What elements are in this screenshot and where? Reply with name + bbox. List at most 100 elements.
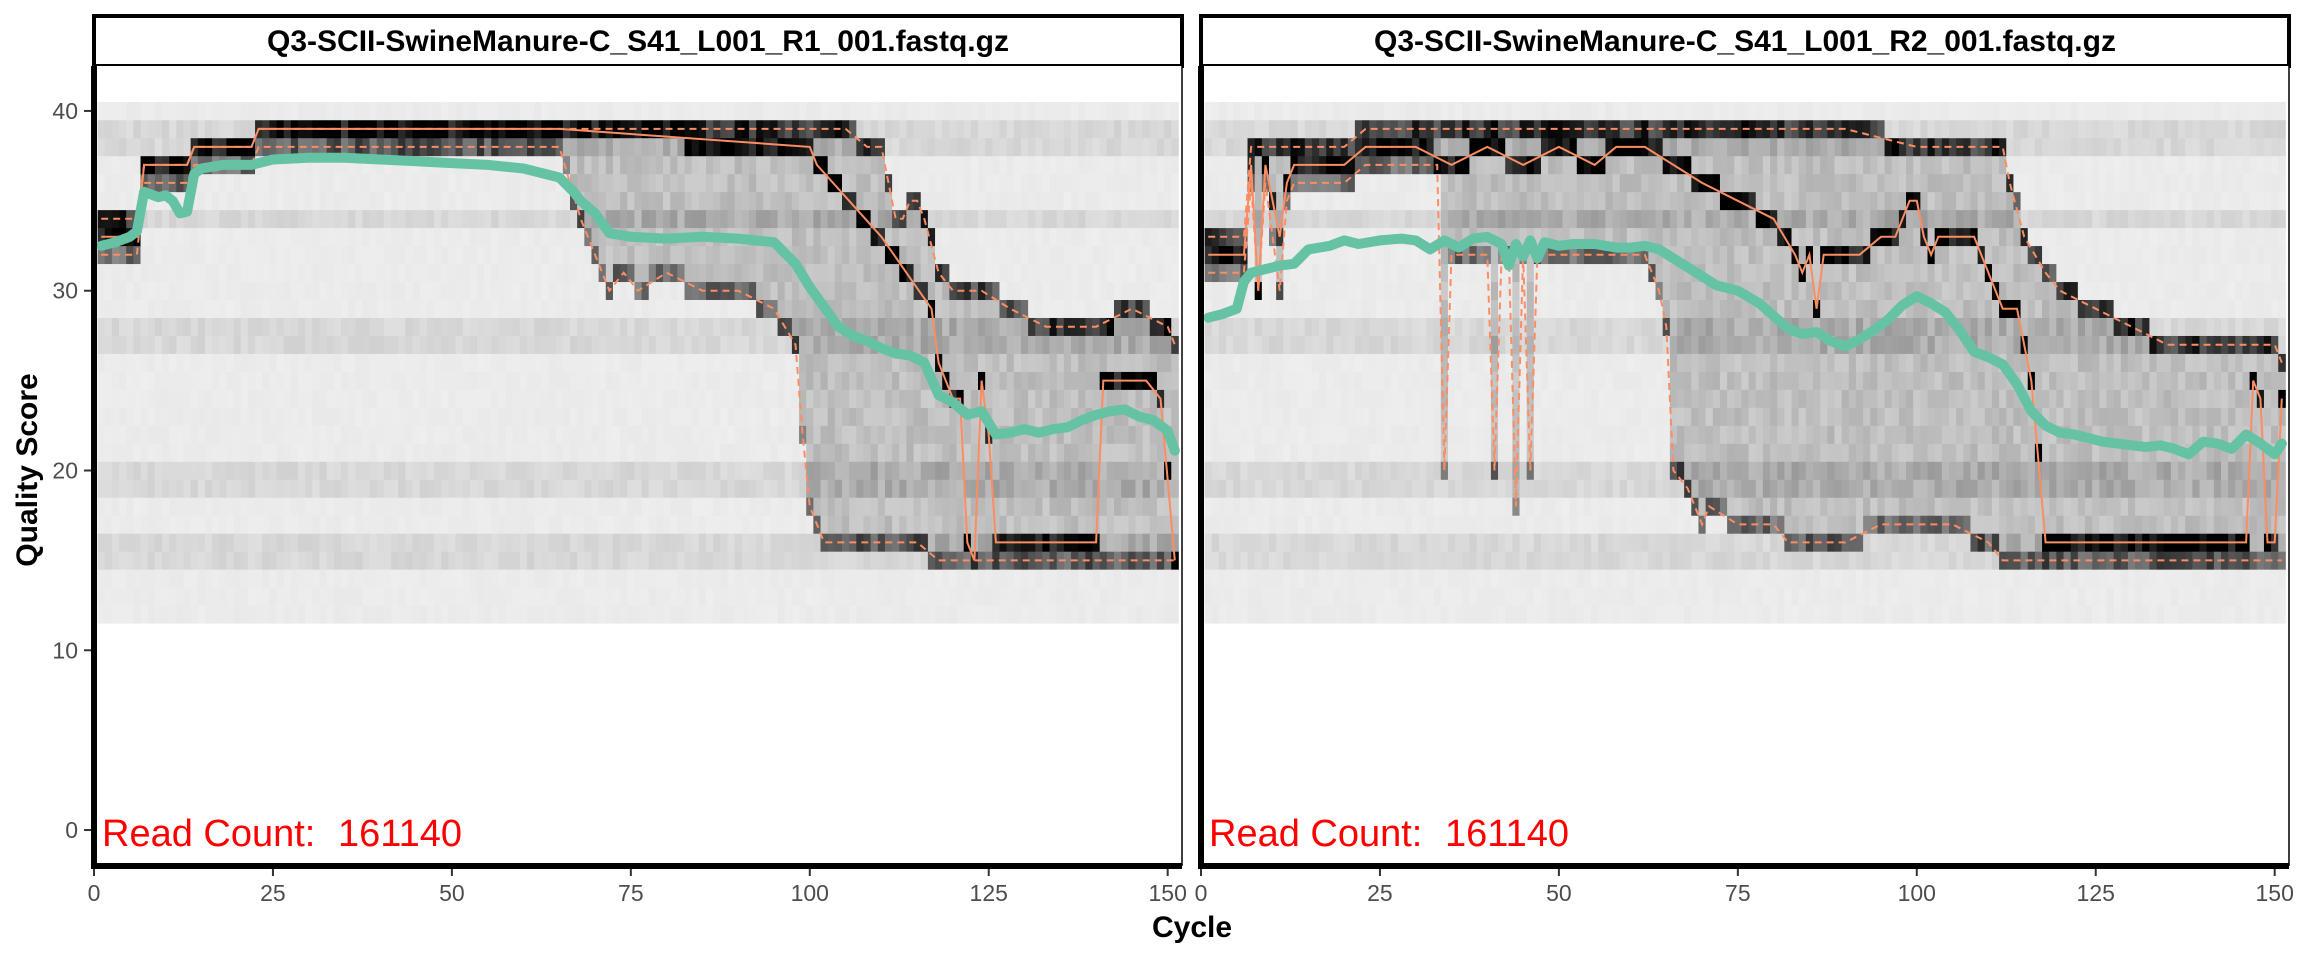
heatmap-tile [849,587,857,606]
heatmap-tile [255,281,263,301]
median-line [101,127,1176,561]
heatmap-tile [434,533,442,552]
heatmap-tile [1013,443,1022,462]
heatmap-tile [684,371,693,390]
heatmap-tile [856,425,864,444]
heatmap-tile [133,569,141,588]
heatmap-tile [348,551,356,570]
heatmap-tile [899,191,907,211]
heatmap-tile [1226,191,1234,211]
heatmap-tile [949,245,957,265]
heatmap-tile [255,605,263,624]
heatmap-tile [677,317,685,336]
heatmap-tile [104,155,113,175]
heatmap-tile [677,407,685,426]
heatmap-tile [691,407,700,426]
heatmap-tile [684,479,693,498]
heatmap-tile [698,371,707,390]
heatmap-tile [949,497,957,516]
heatmap-tile [219,371,227,390]
heatmap-tile [140,317,149,336]
heatmap-tile [920,155,929,175]
heatmap-tile [970,227,979,247]
heatmap-tile [620,515,628,534]
heatmap-tile [1233,587,1241,606]
heatmap-tile [405,209,413,229]
heatmap-tile [906,587,914,606]
heatmap-tile [162,461,170,480]
heatmap-tile [1128,497,1136,516]
heatmap-tile [140,299,149,318]
heatmap-tile [1063,245,1072,265]
heatmap-tile [1114,497,1122,516]
heatmap-tile [777,515,786,534]
heatmap-tile [319,299,328,318]
heatmap-tile [727,263,736,283]
heatmap-tile [276,479,285,498]
heatmap-tile [1269,587,1277,606]
heatmap-tile [369,533,378,552]
heatmap-tile [627,137,635,157]
heatmap-tile [355,587,363,606]
heatmap-tile [756,353,764,372]
heatmap-tile [720,155,728,175]
heatmap-tile [570,335,578,354]
heatmap-tile [1092,299,1101,318]
heatmap-tile [1226,461,1234,480]
heatmap-tile [1028,551,1036,570]
heatmap-tile [784,209,793,229]
heatmap-tile [1085,209,1093,229]
heatmap-tile [1290,443,1299,462]
heatmap-tile [877,425,886,444]
heatmap-tile [1340,389,1349,408]
heatmap-tile [97,191,106,211]
heatmap-tile [942,317,950,336]
heatmap-tile [383,425,392,444]
heatmap-tile [813,371,821,390]
heatmap-tile [949,605,957,624]
heatmap-tile [1078,299,1086,318]
heatmap-tile [491,461,499,480]
heatmap-tile [1085,317,1093,336]
heatmap-tile [1078,119,1086,139]
heatmap-tile [884,587,893,606]
heatmap-tile [870,389,879,408]
heatmap-tile [806,389,814,408]
heatmap-tile [849,101,857,121]
heatmap-tile [519,299,528,318]
heatmap-tile [1035,101,1043,121]
heatmap-tile [1042,389,1050,408]
heatmap-tile [799,371,807,390]
heatmap-tile [1247,425,1256,444]
heatmap-tile [963,227,972,247]
heatmap-tile [1218,209,1227,229]
heatmap-tile [362,389,370,408]
heatmap-tile [605,299,614,318]
heatmap-tile [892,281,900,301]
heatmap-tile [1020,389,1029,408]
heatmap-tile [1035,173,1043,193]
heatmap-tile [369,479,378,498]
heatmap-tile [870,587,879,606]
heatmap-tile [1149,461,1158,480]
heatmap-tile [476,515,485,534]
heatmap-tile [484,569,492,588]
heatmap-tile [541,191,549,211]
heatmap-tile [1333,227,1341,247]
heatmap-tile [1006,173,1015,193]
heatmap-tile [1149,155,1158,175]
heatmap-tile [1226,137,1234,157]
heatmap-tile [892,191,900,211]
heatmap-tile [1085,281,1093,301]
heatmap-tile [899,407,907,426]
heatmap-tile [1106,479,1115,498]
heatmap-tile [240,191,249,211]
heatmap-tile [419,515,428,534]
heatmap-tile [734,569,743,588]
heatmap-tile [648,281,657,301]
heatmap-tile [827,605,836,624]
heatmap-tile [877,515,886,534]
heatmap-tile [176,515,184,534]
heatmap-tile [126,353,134,372]
heatmap-tile [849,461,857,480]
